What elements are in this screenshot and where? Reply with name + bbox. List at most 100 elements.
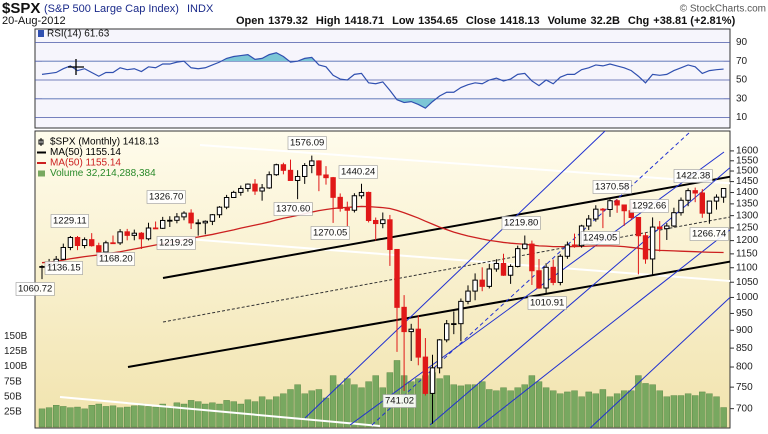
legend-label: Volume 32,214,288,384: [50, 168, 156, 179]
volume-bar: [173, 402, 181, 428]
annotation: 1136.15: [47, 263, 81, 274]
volume-bar: [67, 407, 74, 428]
volume-bar: [471, 384, 479, 428]
rsi-title: RSI(14) 61.63: [47, 29, 110, 40]
rsi-line: [41, 52, 724, 109]
volume-bar: [393, 360, 401, 428]
quote-label: Volume: [548, 15, 587, 27]
volume-bar: [344, 378, 351, 428]
price-plot: [39, 155, 727, 424]
volume-bar: [351, 384, 358, 428]
candle-body: [713, 196, 720, 202]
candle-body: [209, 214, 216, 222]
volume-bar: [436, 378, 443, 428]
rsi-tick-label: 50: [736, 75, 748, 86]
candle-body: [621, 204, 627, 212]
volume-bar: [578, 396, 585, 428]
annotation-box: [629, 199, 669, 213]
volume-bar: [585, 391, 592, 428]
candle-body: [479, 279, 485, 287]
candle-body: [564, 244, 571, 257]
candle-body: [678, 199, 684, 214]
candle-body: [415, 328, 422, 358]
candle-body: [365, 191, 372, 221]
annotation-box: [580, 231, 620, 245]
y-tick-label: 700: [736, 403, 753, 414]
cursor: [68, 59, 84, 75]
y-tick-label: 1150: [736, 249, 758, 260]
volume-bar: [670, 395, 678, 428]
annotation: 1266.74: [692, 229, 726, 240]
annotation: 1249.05: [583, 233, 617, 244]
candle-body: [543, 266, 549, 289]
y-tick-label: 1600: [736, 146, 759, 157]
volume-bar: [535, 381, 543, 428]
volume-bar: [656, 390, 663, 428]
legend-label: MA(50) 1155.14: [50, 158, 121, 169]
volume-bar: [266, 399, 273, 428]
candle-body: [472, 279, 478, 292]
quote-value: 1379.32: [268, 15, 308, 27]
annotation-box: [156, 236, 196, 250]
volume-bar: [187, 400, 195, 428]
volume-bar: [450, 384, 457, 428]
volume-bar: [706, 393, 713, 428]
candle-body: [89, 239, 95, 247]
volume-bar: [663, 396, 670, 428]
volume-bar: [301, 393, 308, 428]
ma-line: [41, 205, 724, 264]
volume-bar: [699, 391, 706, 428]
quote-value: +38.81 (+2.81%): [653, 15, 735, 27]
candle-body: [593, 208, 599, 220]
candle-body: [436, 339, 443, 369]
candle-body: [280, 164, 287, 171]
volume-bar: [45, 407, 53, 428]
volume-bar: [677, 395, 685, 428]
volume-bar: [613, 393, 621, 428]
candle-body: [507, 265, 514, 276]
volume-bar: [230, 401, 237, 428]
candle-body: [174, 216, 180, 221]
y-tick-label: 1350: [736, 199, 759, 210]
candle-body: [692, 190, 698, 194]
y-tick-label: 800: [736, 362, 753, 373]
index-name: (S&P 500 Large Cap Index): [44, 3, 179, 15]
volume-bar: [337, 384, 344, 428]
candle-body: [181, 212, 187, 218]
volume-bar: [88, 405, 95, 428]
rsi-tick-label: 90: [736, 37, 748, 48]
volume-bar: [159, 403, 166, 428]
volume-bar: [479, 381, 486, 428]
credit: © StockCharts.com: [680, 4, 766, 15]
candle-body: [649, 226, 656, 260]
y-tick-label: 1250: [736, 223, 759, 234]
y-tick-label: 1100: [736, 262, 758, 273]
candle-body: [536, 270, 542, 289]
annotation: 1576.09: [290, 138, 324, 149]
candle-body: [550, 266, 556, 283]
candle-body: [323, 174, 329, 179]
volume-bar: [528, 375, 536, 428]
annotation-box: [527, 296, 567, 310]
annotation-box: [273, 202, 313, 216]
volume-bar: [713, 396, 720, 428]
volume-bar: [358, 387, 365, 428]
candle-body: [408, 328, 414, 333]
y-tick-label: 1000: [736, 292, 759, 303]
volume-bar: [109, 405, 117, 428]
volume-bar: [123, 406, 131, 428]
candle-body: [586, 218, 592, 227]
candle-body: [720, 188, 727, 198]
candle-body: [706, 200, 713, 214]
volume-bar: [294, 384, 301, 428]
annotation: 1219.80: [504, 218, 538, 229]
volume-bar: [464, 384, 472, 428]
volume-bar: [202, 403, 209, 428]
candle-body: [231, 191, 237, 198]
date: 20-Aug-2012: [2, 15, 66, 27]
y-tick-label: 1500: [736, 166, 759, 177]
annotations: 1060.72 1136.15 1229.11 1168.20 1326.70 1219.…: [15, 136, 729, 408]
volume-bar: [365, 381, 372, 428]
